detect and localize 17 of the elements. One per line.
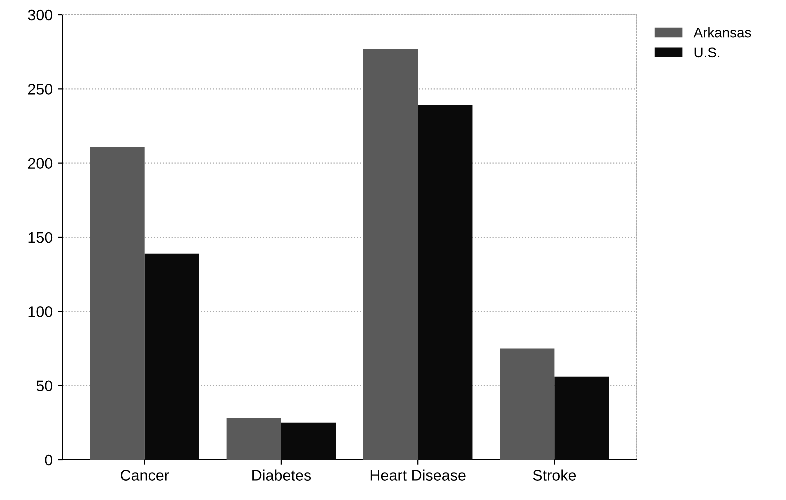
bar (90, 147, 145, 460)
x-tick-label: Diabetes (252, 470, 312, 481)
bar (500, 348, 555, 460)
legend-label: U.S. (694, 48, 720, 58)
y-tick-label: 250 (28, 84, 53, 95)
y-tick-label: 300 (28, 10, 53, 21)
bar (226, 418, 282, 460)
y-tick-label: 50 (36, 380, 53, 392)
y-tick-label: 100 (28, 306, 53, 318)
legend-label: Arkansas (694, 28, 752, 38)
bar (363, 49, 418, 460)
y-tick-label: 150 (28, 232, 53, 244)
y-tick-label: 0 (45, 454, 53, 466)
x-tick-label: Heart Disease (370, 470, 466, 481)
x-tick-label: Cancer (121, 470, 170, 481)
y-tick-label: 200 (28, 158, 53, 170)
x-tick-label: Stroke (533, 470, 576, 481)
